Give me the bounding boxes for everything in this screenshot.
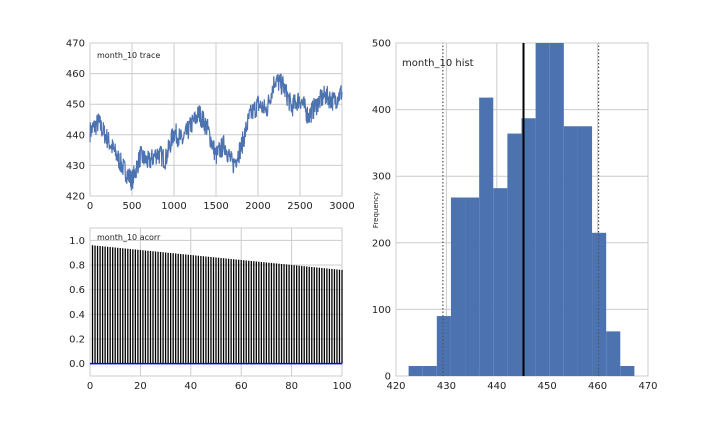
acorr-xtick-label: 40	[184, 381, 197, 392]
hist-bar	[408, 366, 423, 376]
trace-ytick-label: 470	[66, 39, 85, 50]
hist-title: month_10 hist	[402, 58, 474, 69]
hist-panel: 420 430 440 450 460 470 0 100 200 300 400 500 month…	[372, 39, 658, 393]
hist-ylabel: Frequency	[372, 192, 380, 228]
trace-ytick-label: 430	[66, 161, 85, 172]
acorr-ytick-label: 0.8	[69, 261, 85, 272]
acorr-bars	[91, 245, 343, 364]
hist-bar	[436, 316, 451, 376]
hist-bar	[620, 366, 635, 376]
hist-bar	[577, 126, 593, 376]
hist-ytick-label: 500	[372, 39, 391, 50]
acorr-panel: 0 20 40 60 80 100 0.0 0.2 0.4 0.6 0.8 1.0 month_10 …	[69, 227, 352, 392]
acorr-tick-labels: 0 20 40 60 80 100 0.0 0.2 0.4 0.6 0.8 1.0	[69, 236, 351, 392]
hist-xtick-label: 460	[588, 381, 607, 392]
trace-series-line	[89, 73, 343, 191]
hist-bar	[479, 97, 494, 376]
hist-ytick-label: 0	[385, 372, 391, 383]
hist-ytick-label: 100	[372, 305, 391, 316]
trace-xtick-label: 3000	[329, 201, 354, 212]
trace-xtick-label: 1500	[203, 201, 228, 212]
acorr-xtick-label: 20	[134, 381, 147, 392]
acorr-ytick-label: 1.0	[69, 236, 85, 247]
hist-xtick-label: 420	[386, 381, 405, 392]
hist-bar	[465, 197, 480, 376]
trace-xtick-label: 2500	[287, 201, 312, 212]
acorr-ytick-label: 0.2	[69, 335, 85, 346]
acorr-ytick-label: 0.6	[69, 285, 85, 296]
trace-xtick-label: 0	[87, 201, 93, 212]
hist-reference-lines	[442, 43, 600, 376]
hist-bar	[422, 366, 437, 376]
hist-xtick-label: 470	[638, 381, 657, 392]
trace-ytick-label: 420	[66, 192, 85, 203]
hist-bar	[507, 133, 522, 376]
trace-xtick-label: 2000	[245, 201, 270, 212]
trace-panel: 0 500 1000 1500 2000 2500 3000 420 430 440 450 460 4…	[66, 39, 355, 213]
acorr-ytick-label: 0.4	[69, 310, 85, 321]
acorr-title: month_10 acorr	[97, 233, 161, 242]
hist-bar	[606, 331, 621, 376]
acorr-ytick-label: 0.0	[69, 359, 85, 370]
hist-xtick-label: 450	[538, 381, 557, 392]
trace-xtick-label: 500	[122, 201, 141, 212]
acorr-xtick-label: 60	[235, 381, 248, 392]
trace-ytick-label: 440	[66, 130, 85, 141]
hist-bar	[592, 232, 607, 376]
hist-bars	[408, 43, 635, 377]
trace-tick-labels: 0 500 1000 1500 2000 2500 3000 420 430 440 450 460 4…	[66, 39, 355, 213]
trace-title: month_10 trace	[97, 51, 160, 60]
trace-ytick-label: 460	[66, 69, 85, 80]
acorr-xtick-label: 80	[285, 381, 298, 392]
hist-ytick-label: 300	[372, 172, 391, 183]
hist-ytick-label: 200	[372, 238, 391, 249]
hist-xtick-label: 440	[487, 381, 506, 392]
acorr-xtick-label: 100	[332, 381, 351, 392]
hist-bar	[521, 118, 536, 377]
hist-bar	[563, 126, 578, 376]
hist-bar	[549, 43, 564, 376]
hist-xtick-label: 430	[437, 381, 456, 392]
hist-ytick-label: 400	[372, 105, 391, 116]
trace-ytick-label: 450	[66, 100, 85, 111]
trace-xtick-label: 1000	[161, 201, 186, 212]
hist-bar	[493, 188, 508, 376]
hist-bar	[535, 43, 550, 376]
hist-bar	[450, 197, 466, 376]
acorr-xtick-label: 0	[87, 381, 93, 392]
hist-tick-labels: 420 430 440 450 460 470 0 100 200 300 400 500	[372, 39, 658, 393]
